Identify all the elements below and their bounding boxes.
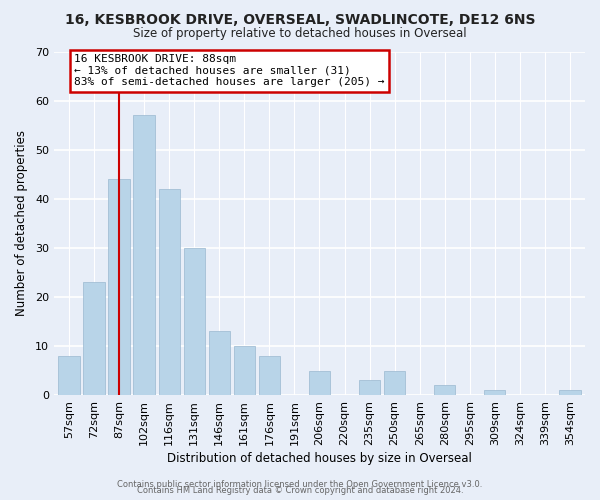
Bar <box>259 356 280 395</box>
Y-axis label: Number of detached properties: Number of detached properties <box>15 130 28 316</box>
Bar <box>109 179 130 395</box>
Bar <box>359 380 380 395</box>
Bar <box>434 386 455 395</box>
Bar <box>484 390 505 395</box>
Bar <box>559 390 581 395</box>
Bar <box>233 346 255 395</box>
Bar <box>209 332 230 395</box>
Bar <box>384 370 405 395</box>
Bar <box>58 356 80 395</box>
Bar <box>133 116 155 395</box>
Text: 16 KESBROOK DRIVE: 88sqm
← 13% of detached houses are smaller (31)
83% of semi-d: 16 KESBROOK DRIVE: 88sqm ← 13% of detach… <box>74 54 385 87</box>
Bar <box>83 282 104 395</box>
Bar <box>184 248 205 395</box>
X-axis label: Distribution of detached houses by size in Overseal: Distribution of detached houses by size … <box>167 452 472 465</box>
Text: Size of property relative to detached houses in Overseal: Size of property relative to detached ho… <box>133 28 467 40</box>
Text: Contains public sector information licensed under the Open Government Licence v3: Contains public sector information licen… <box>118 480 482 489</box>
Bar <box>158 189 180 395</box>
Bar <box>309 370 330 395</box>
Text: 16, KESBROOK DRIVE, OVERSEAL, SWADLINCOTE, DE12 6NS: 16, KESBROOK DRIVE, OVERSEAL, SWADLINCOT… <box>65 12 535 26</box>
Text: Contains HM Land Registry data © Crown copyright and database right 2024.: Contains HM Land Registry data © Crown c… <box>137 486 463 495</box>
